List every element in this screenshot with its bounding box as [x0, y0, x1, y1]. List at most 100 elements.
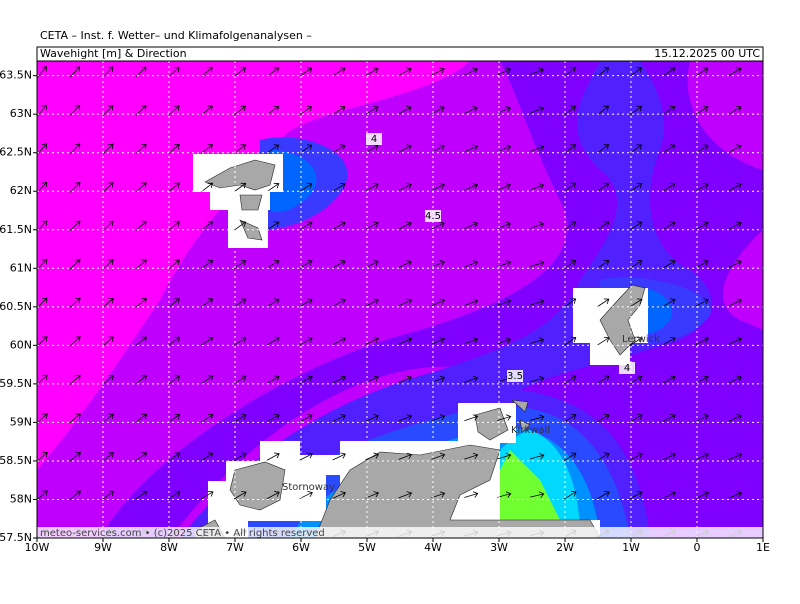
- arrow-shape: [629, 182, 643, 192]
- arrow-shape: [530, 414, 545, 421]
- place-label: Stornoway: [282, 482, 335, 493]
- direction-arrow: [167, 490, 181, 500]
- direction-arrow: [135, 375, 148, 385]
- direction-arrow: [201, 67, 213, 77]
- arrow-shape: [464, 221, 479, 230]
- direction-arrow: [695, 491, 709, 499]
- arrow-shape: [201, 105, 213, 116]
- arrow-shape: [564, 298, 577, 308]
- arrow-shape: [332, 491, 346, 499]
- arrow-shape: [630, 144, 643, 154]
- contour-label-bg: [619, 362, 635, 374]
- direction-arrow: [530, 67, 545, 76]
- direction-arrow: [266, 336, 280, 346]
- direction-arrow: [563, 413, 577, 423]
- arrow-shape: [69, 452, 81, 462]
- direction-arrow: [332, 105, 346, 115]
- arrow-shape: [497, 260, 512, 268]
- direction-arrow: [662, 105, 676, 115]
- direction-arrow: [728, 491, 743, 499]
- arrow-shape: [201, 336, 214, 346]
- direction-arrow: [233, 413, 247, 423]
- arrow-shape: [299, 182, 313, 192]
- arrow-shape: [431, 452, 446, 460]
- direction-arrow: [168, 413, 181, 423]
- direction-arrow: [431, 260, 446, 268]
- direction-arrow: [135, 452, 148, 462]
- direction-arrow: [564, 336, 577, 346]
- arrow-shape: [299, 375, 313, 384]
- direction-arrow: [36, 490, 48, 501]
- direction-arrow: [365, 67, 379, 76]
- direction-arrow: [431, 491, 446, 499]
- arrow-shape: [135, 259, 147, 270]
- x-tick-label: 2W: [556, 541, 574, 554]
- arrow-shape: [563, 452, 577, 462]
- direction-arrow: [728, 337, 742, 345]
- direction-arrow: [201, 105, 213, 116]
- direction-arrow: [102, 375, 114, 385]
- direction-arrow: [431, 337, 446, 345]
- arrow-shape: [201, 182, 214, 193]
- arrow-shape: [135, 452, 148, 462]
- direction-arrow: [464, 298, 479, 306]
- arrow-shape: [464, 452, 479, 460]
- arrow-shape: [102, 105, 114, 116]
- direction-arrow: [398, 67, 412, 76]
- arrow-shape: [431, 183, 445, 191]
- direction-arrow: [69, 104, 81, 116]
- contour-label: 3.5: [507, 371, 523, 382]
- arrow-shape: [102, 297, 114, 308]
- direction-arrow: [168, 375, 181, 385]
- direction-arrow: [564, 298, 577, 308]
- arrow-shape: [464, 298, 479, 306]
- direction-arrow: [135, 220, 147, 231]
- direction-arrow: [332, 414, 346, 422]
- direction-arrow: [662, 375, 676, 384]
- arrow-shape: [695, 260, 709, 269]
- direction-arrow: [662, 414, 676, 423]
- direction-arrow: [564, 144, 576, 154]
- direction-arrow: [464, 452, 479, 460]
- arrow-shape: [464, 67, 478, 76]
- direction-arrow: [662, 221, 676, 231]
- direction-arrow: [398, 221, 412, 230]
- direction-arrow: [695, 144, 709, 154]
- direction-arrow: [234, 144, 247, 154]
- arrow-shape: [530, 298, 545, 306]
- direction-arrow: [135, 182, 147, 193]
- direction-arrow: [629, 452, 643, 461]
- direction-arrow: [596, 491, 610, 500]
- arrow-shape: [365, 298, 379, 307]
- arrow-shape: [662, 375, 676, 384]
- direction-arrow: [200, 413, 214, 423]
- arrow-shape: [135, 143, 147, 155]
- direction-arrow: [431, 452, 446, 460]
- direction-arrow: [530, 183, 545, 191]
- direction-arrow: [69, 66, 81, 78]
- arrow-shape: [365, 375, 379, 384]
- arrow-shape: [530, 67, 545, 76]
- arrow-shape: [629, 414, 643, 423]
- direction-arrow: [332, 452, 346, 461]
- direction-arrow: [267, 144, 280, 154]
- arrow-shape: [597, 67, 609, 77]
- direction-arrow: [564, 67, 576, 77]
- arrow-shape: [267, 144, 280, 154]
- direction-arrow: [695, 337, 709, 346]
- arrow-shape: [663, 67, 676, 77]
- x-tick-label: 9W: [94, 541, 112, 554]
- arrow-shape: [233, 298, 247, 308]
- direction-arrow: [629, 336, 643, 346]
- direction-arrow: [596, 375, 610, 385]
- arrow-shape: [597, 221, 610, 231]
- arrow-shape: [695, 67, 709, 77]
- arrow-shape: [596, 375, 610, 385]
- direction-arrow: [299, 491, 313, 499]
- y-tick-label: 62N: [10, 184, 32, 197]
- direction-arrow: [398, 183, 412, 192]
- arrow-shape: [69, 374, 81, 385]
- arrow-shape: [266, 221, 280, 231]
- direction-arrow: [497, 452, 512, 460]
- arrow-shape: [728, 260, 742, 269]
